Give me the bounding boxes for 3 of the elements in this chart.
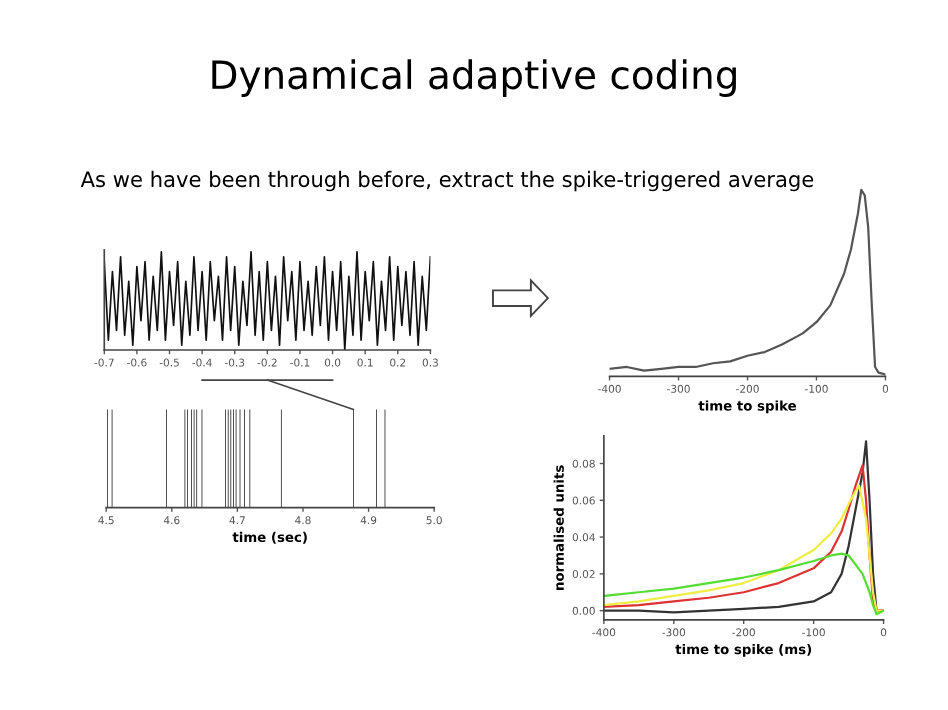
chart-subtitle: As we have been through before, extract the spike-triggered average [80,170,814,192]
line-series [603,552,884,616]
chart-title: Dynamical adaptive coding [212,59,736,97]
